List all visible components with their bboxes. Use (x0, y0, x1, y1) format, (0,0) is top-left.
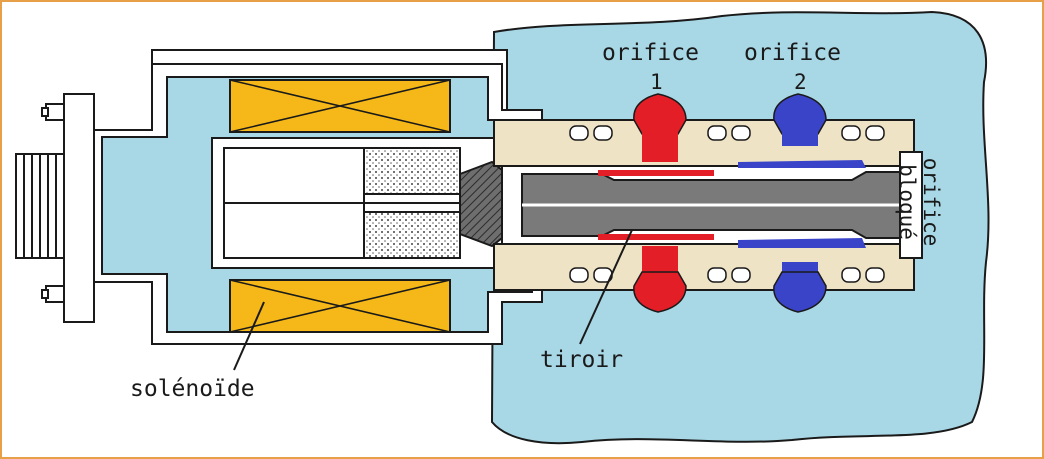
port-2-top (773, 93, 827, 135)
solenoid-leader (233, 301, 265, 371)
label-blocked-orifice-line1: orifice (919, 157, 943, 247)
label-blocked-orifice-line2: bloqué (895, 164, 919, 240)
plunger-core-top (363, 147, 461, 195)
port-1-top-channel (642, 132, 678, 162)
label-orifice-2: orifice (744, 40, 841, 66)
end-cap (899, 151, 923, 259)
port-2-bottom (773, 271, 827, 313)
coil-top (229, 79, 451, 133)
port-1-groove-top (598, 170, 714, 176)
port-2-groove-bottom (738, 238, 866, 248)
plunger-core-bottom (363, 211, 461, 259)
port-1-top (633, 93, 687, 135)
coil-bottom (229, 279, 451, 333)
port-1-groove-bottom (598, 234, 714, 240)
label-spool: tiroir (540, 347, 624, 373)
seal-rings (569, 125, 885, 283)
label-orifice-1-number: 1 (650, 70, 663, 94)
port-2-groove-top (738, 160, 866, 168)
port-1-bottom (633, 271, 687, 313)
label-blocked-orifice: orifice bloqué (895, 158, 943, 247)
port-1-bottom-channel (642, 246, 678, 276)
label-orifice-1: orifice (602, 40, 699, 66)
label-solenoid: solénoïde (130, 376, 255, 402)
armature-head (459, 160, 503, 248)
connector-flange (63, 93, 95, 323)
flange-bolts (41, 103, 65, 303)
port-2-top-channel (782, 132, 818, 146)
connector-threads (23, 154, 57, 258)
label-orifice-2-number: 2 (794, 70, 807, 94)
sleeve-bottom (493, 243, 915, 291)
spool-leader (579, 229, 633, 345)
